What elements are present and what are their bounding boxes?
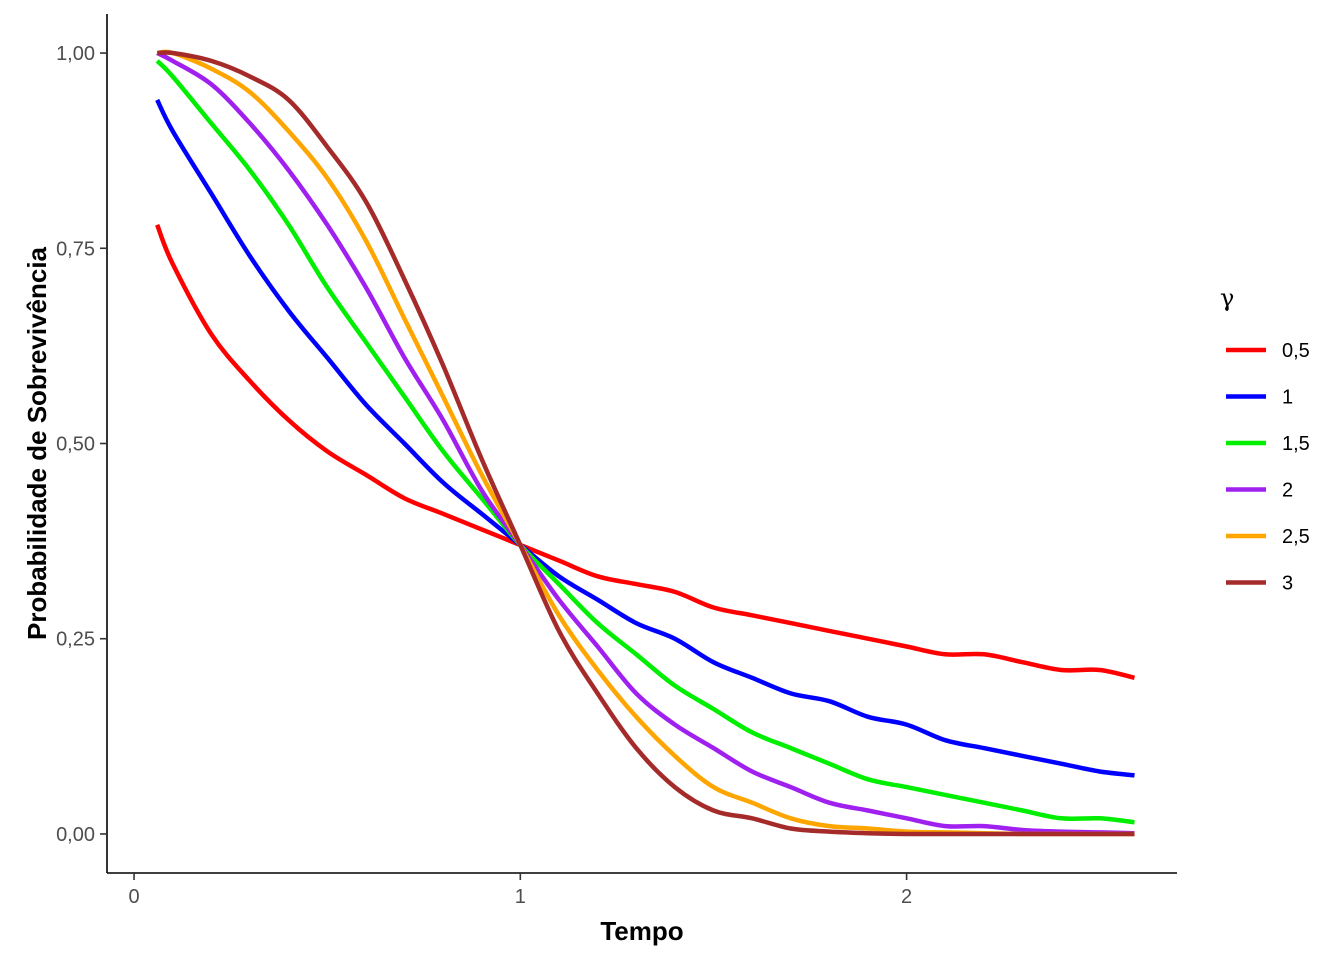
x-tick-label: 0	[128, 886, 139, 908]
x-tick-label: 2	[901, 886, 912, 908]
y-tick-label: 0,75	[56, 238, 95, 260]
legend-label-6: 3	[1282, 573, 1293, 595]
legend-items: 0,5 1 1,5 2 2,5 3	[1226, 340, 1310, 595]
legend: γ 0,5 1 1,5 2 2,5 3	[1220, 284, 1310, 595]
legend-label-4: 2	[1282, 480, 1293, 502]
y-tick-label: 0,25	[56, 629, 95, 651]
series-line-1	[155, 223, 1136, 680]
y-tick-label: 1,00	[56, 43, 95, 65]
series-line-3	[155, 59, 1135, 825]
x-tick-label: 1	[515, 886, 526, 908]
legend-label-1: 0,5	[1282, 340, 1310, 362]
axes: 0,00 0,25 0,50 0,75 1,00 0 1 2	[56, 14, 1177, 908]
series-line-6	[157, 50, 1135, 837]
y-axis-title: Probabilidade de Sobrevivência	[22, 246, 52, 640]
legend-label-5: 2,5	[1282, 526, 1310, 548]
x-axis-title: Tempo	[600, 916, 683, 946]
y-tick-label: 0,00	[56, 824, 95, 846]
series-line-5	[156, 49, 1135, 837]
plot-lines	[155, 49, 1136, 837]
series-line-4	[156, 50, 1135, 836]
legend-label-3: 1,5	[1282, 433, 1310, 455]
series-line-2	[155, 98, 1135, 778]
y-tick-label: 0,50	[56, 434, 95, 456]
legend-label-2: 1	[1282, 387, 1293, 409]
legend-title: γ	[1220, 284, 1234, 312]
